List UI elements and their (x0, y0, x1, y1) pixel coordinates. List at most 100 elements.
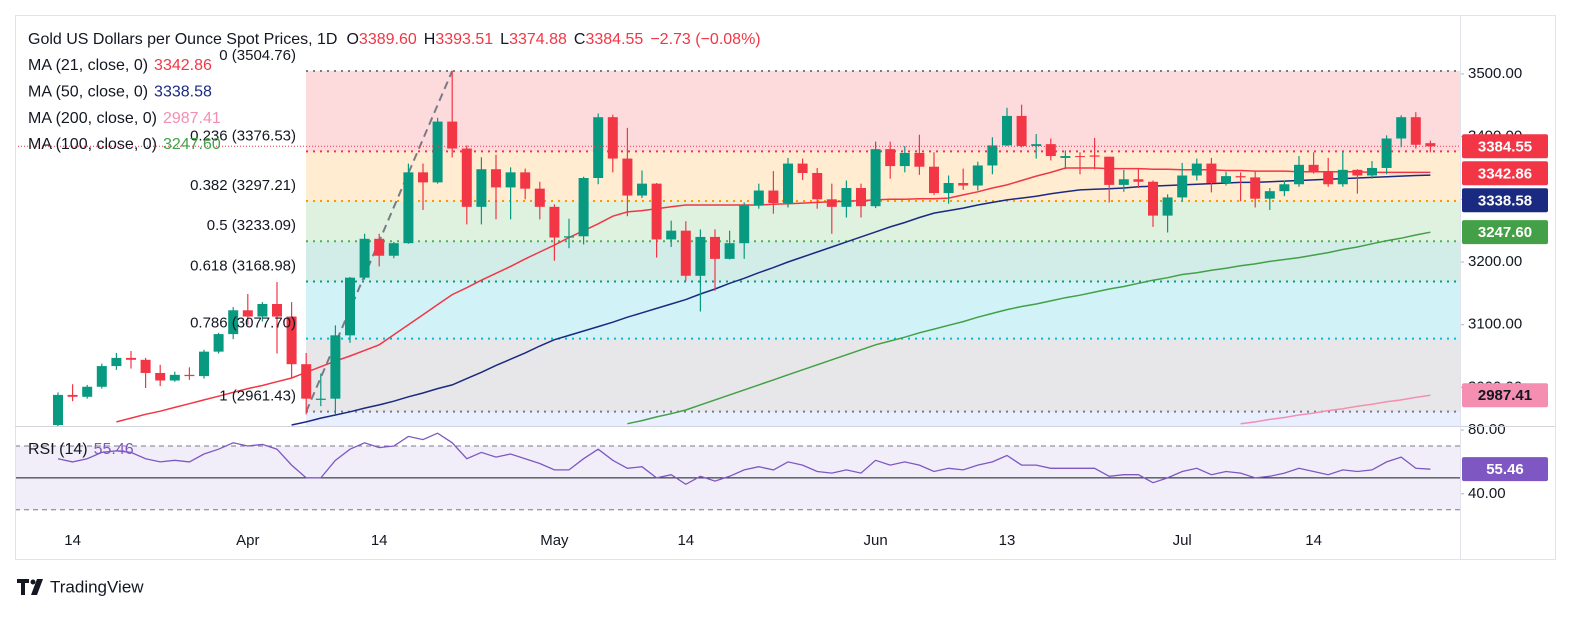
brand-logo (17, 579, 43, 595)
candle-body (1177, 175, 1188, 198)
candle-body (564, 236, 574, 238)
candle-body (345, 277, 355, 336)
price-badge-label: 3338.58 (1478, 192, 1532, 209)
x-tick-label: 14 (677, 532, 694, 549)
candle-body (899, 152, 910, 167)
fib-label: 0.618 (3168.98) (190, 257, 296, 274)
candle-body (476, 169, 487, 207)
header: Gold US Dollars per Ounce Spot Prices, 1… (28, 31, 761, 48)
fib-band (306, 338, 1460, 412)
candle-body (1337, 169, 1348, 185)
candle-body (651, 183, 662, 240)
candle-body (1396, 117, 1407, 139)
candle-body (1104, 156, 1115, 185)
fib-label: 0.382 (3297.21) (190, 177, 296, 194)
candle-body (1045, 144, 1056, 157)
candle-body (432, 121, 443, 183)
candle-body (1133, 179, 1144, 182)
candle-body (695, 236, 706, 276)
candle-body (491, 169, 501, 188)
candle-body (447, 121, 458, 149)
candle-body (228, 310, 239, 335)
candle-body (1250, 177, 1261, 199)
candle-body (826, 199, 837, 207)
candle-body (1264, 191, 1275, 199)
candle-body (505, 172, 516, 188)
candle-body (797, 163, 808, 173)
price-badge-label: 3384.55 (1478, 138, 1532, 155)
candle-body (199, 351, 209, 377)
ohlc-value: 3384.55 (585, 31, 643, 48)
candle-body (155, 372, 166, 381)
ma-name: MA (100, close, 0) (28, 136, 157, 153)
candle-body (1191, 163, 1202, 176)
candle-body (140, 359, 151, 373)
ohlc-key: C (574, 31, 586, 48)
fib-label: 0.236 (3376.53) (190, 127, 296, 144)
fib-band (306, 411, 1460, 426)
candle-body (607, 117, 618, 159)
fib-band (306, 241, 1460, 282)
candle-body (96, 366, 107, 387)
price-badge (1462, 383, 1548, 408)
x-tick-label: May (540, 532, 569, 549)
ma-value: 3342.86 (154, 57, 212, 74)
ma-legend: MA (50, close, 0) 3338.58 (28, 84, 212, 101)
fib-label: 0.5 (3233.09) (207, 217, 296, 234)
price-badge (1462, 188, 1548, 213)
rsi-badge-label: 55.46 (1486, 461, 1524, 478)
price-badge-label: 2987.41 (1478, 387, 1532, 404)
x-tick-label: Jun (864, 532, 888, 549)
candle-body (184, 374, 195, 377)
ma-legend: MA (200, close, 0) 2987.41 (28, 110, 221, 127)
candle-body (1148, 181, 1158, 216)
candle-body (67, 394, 78, 397)
y-tick-label: 3100.00 (1468, 316, 1522, 333)
fib-band (306, 281, 1460, 339)
frame (15, 15, 1556, 560)
candle-body (1206, 163, 1217, 184)
rsi-tick-label: 80.00 (1468, 421, 1506, 438)
candle-body (53, 394, 63, 425)
price-badge-label: 3247.60 (1478, 224, 1532, 241)
candle-body (870, 149, 881, 207)
fib-band (306, 70, 1460, 152)
ohlc-value: 3374.88 (509, 31, 567, 48)
candle-body (213, 334, 224, 352)
logo-part (31, 579, 43, 595)
candle-body (1089, 155, 1100, 157)
candle-body (272, 304, 282, 317)
moving-average (627, 231, 1431, 425)
rsi-name: RSI (14) (28, 441, 88, 458)
ma-value: 2987.41 (163, 110, 221, 127)
rsi-tick-label: 40.00 (1468, 485, 1506, 502)
candle-body (710, 236, 720, 259)
candle-body (724, 243, 735, 259)
price-badge (1462, 161, 1548, 186)
fib-label: 0.786 (3077.70) (190, 315, 296, 332)
fib-label: 1 (2961.43) (219, 388, 296, 405)
rsi-pane (15, 432, 1460, 511)
fib-label: 0 (3504.76) (219, 47, 296, 64)
candle-body (1425, 143, 1436, 147)
x-tick-label: Apr (236, 532, 259, 549)
candle-body (1367, 167, 1377, 176)
ma-name: MA (21, close, 0) (28, 57, 148, 74)
ohlc-key: H (424, 31, 436, 48)
ma-legend: MA (100, close, 0) 3247.60 (28, 136, 221, 153)
candle-body (1352, 169, 1363, 176)
price-badge (1462, 134, 1548, 159)
ohlc-key: O (346, 31, 358, 48)
candle-body (739, 205, 750, 244)
candle-body (578, 177, 589, 237)
candle-body (374, 238, 385, 256)
candle-body (257, 304, 268, 317)
candle-body (1060, 156, 1071, 158)
candle-body (1308, 164, 1319, 173)
ohlc-key: L (500, 31, 509, 48)
x-tick-label: Jul (1173, 532, 1192, 549)
candle-body (169, 374, 180, 381)
